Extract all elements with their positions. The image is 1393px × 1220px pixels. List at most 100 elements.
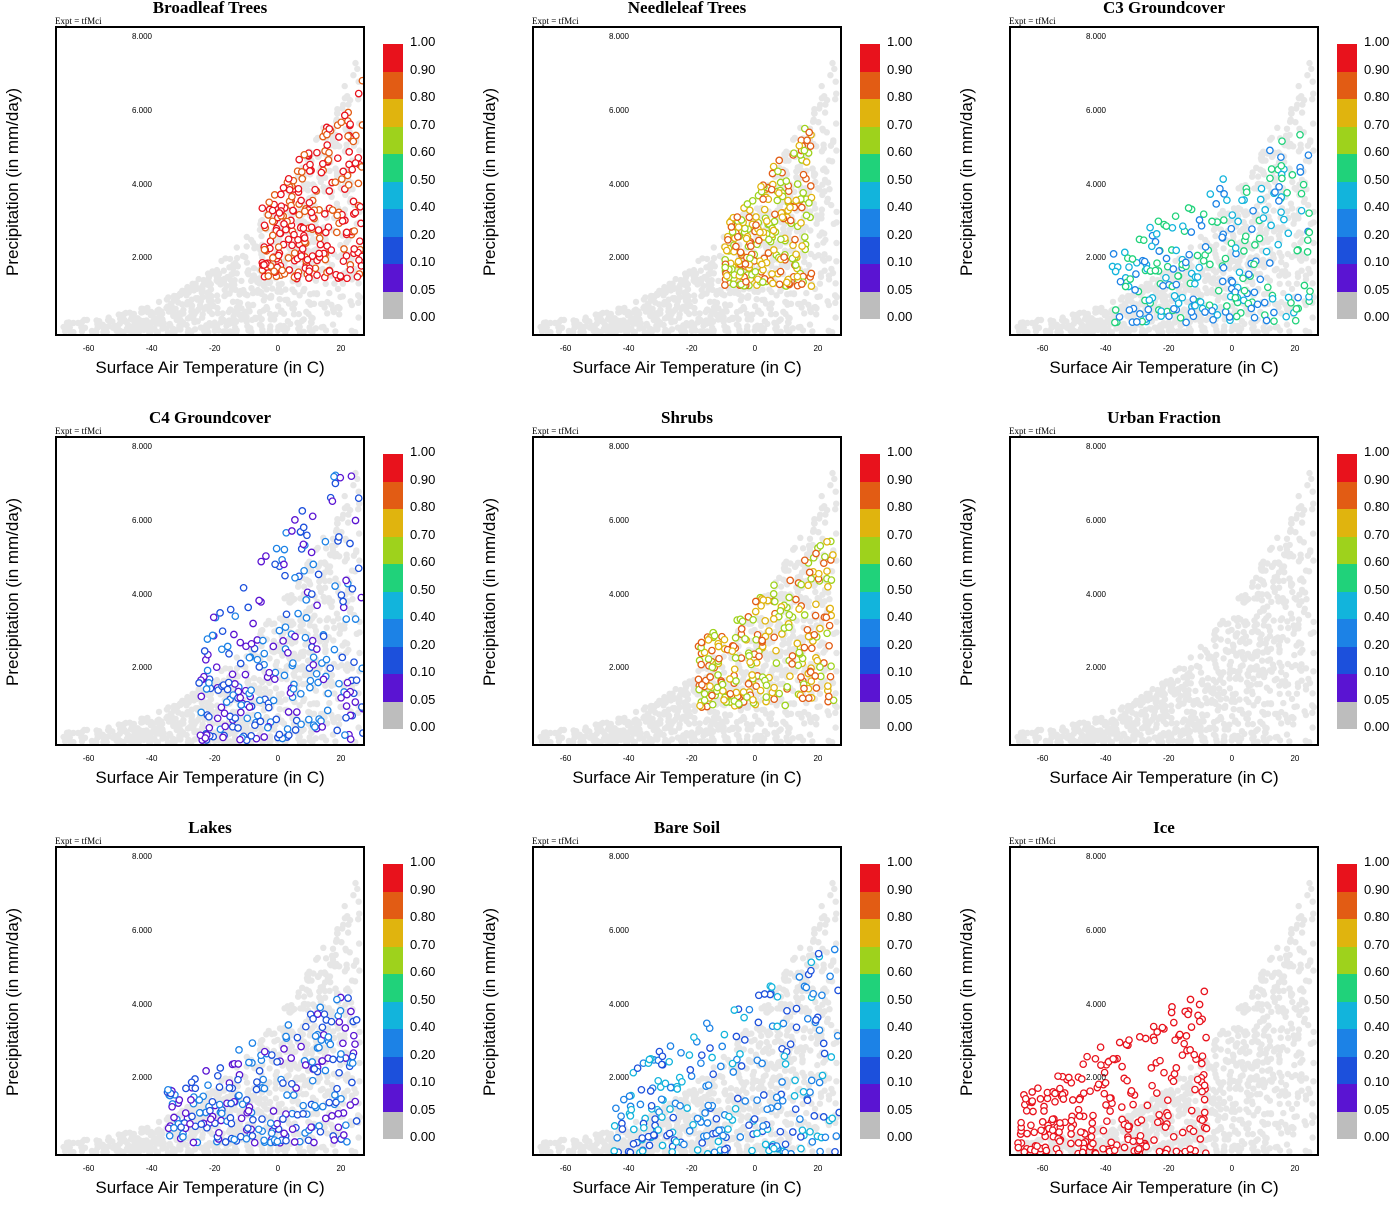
colorbar-swatch [383, 509, 403, 537]
background-point [685, 286, 691, 292]
colorbar-swatch [1337, 182, 1357, 210]
highlight-point [340, 168, 346, 174]
highlight-point [298, 691, 304, 697]
background-point [1063, 318, 1069, 324]
background-point [1089, 322, 1095, 328]
highlight-point [270, 232, 276, 238]
highlight-point [312, 187, 318, 193]
background-point [238, 316, 244, 322]
background-point [1283, 262, 1289, 268]
background-point [697, 317, 703, 323]
background-point [595, 312, 601, 318]
highlight-point [347, 540, 353, 546]
highlight-point [306, 200, 312, 206]
highlight-point [339, 218, 345, 224]
highlight-point [1194, 274, 1200, 280]
background-point [307, 327, 313, 333]
background-point [1182, 287, 1188, 293]
background-point [1080, 328, 1086, 334]
background-point [657, 307, 663, 313]
background-point [268, 316, 274, 322]
background-point [692, 310, 698, 316]
background-point [811, 520, 817, 526]
highlight-point [334, 727, 340, 733]
background-point [332, 738, 338, 744]
highlight-point [1122, 283, 1128, 289]
background-point [618, 324, 624, 330]
highlight-point [1207, 261, 1213, 267]
background-point [1282, 273, 1288, 279]
x-tick-label: 20 [326, 754, 356, 763]
highlight-point [308, 209, 314, 215]
background-point [723, 304, 729, 310]
background-point [99, 732, 105, 738]
background-point [1085, 311, 1091, 317]
highlight-point [1224, 303, 1230, 309]
highlight-point [323, 229, 329, 235]
highlight-point [352, 160, 358, 166]
highlight-point [737, 269, 743, 275]
background-point [322, 649, 328, 655]
background-point [317, 617, 323, 623]
background-point [715, 316, 721, 322]
colorbar-label: 0.70 [1364, 117, 1389, 132]
highlight-point [1163, 255, 1169, 261]
highlight-point [800, 172, 806, 178]
plot-area [55, 436, 365, 746]
background-point [1277, 281, 1283, 287]
highlight-point [1279, 138, 1285, 144]
colorbar-label: 0.80 [410, 89, 435, 104]
background-point [334, 110, 340, 116]
highlight-point [299, 169, 305, 175]
background-point [327, 569, 333, 575]
highlight-point [315, 571, 321, 577]
background-point [654, 292, 660, 298]
background-point [744, 323, 750, 329]
background-point [833, 91, 839, 97]
highlight-point [1246, 271, 1252, 277]
background-point [831, 476, 837, 482]
background-point [177, 702, 183, 708]
colorbar-swatch [383, 564, 403, 592]
background-point [81, 317, 87, 323]
highlight-point [281, 561, 287, 567]
background-point [215, 310, 221, 316]
colorbar-label: 0.60 [887, 144, 912, 159]
highlight-point [1263, 317, 1269, 323]
background-point [761, 297, 767, 303]
colorbar-swatch [860, 44, 880, 72]
colorbar-swatch [383, 127, 403, 155]
background-point [322, 561, 328, 567]
background-point [276, 281, 282, 287]
x-tick-label: -20 [1154, 344, 1184, 353]
highlight-point [360, 730, 363, 736]
colorbar-swatch [860, 292, 880, 320]
highlight-point [1171, 293, 1177, 299]
highlight-point [1213, 201, 1219, 207]
background-point [1274, 125, 1280, 131]
highlight-point [784, 279, 790, 285]
highlight-point [224, 699, 230, 705]
colorbar-label: 0.10 [410, 664, 435, 679]
highlight-point [1294, 247, 1300, 253]
highlight-point [256, 664, 262, 670]
highlight-point [748, 243, 754, 249]
highlight-point [326, 150, 332, 156]
background-point [334, 304, 340, 310]
background-point [327, 599, 333, 605]
background-point [698, 293, 704, 299]
colorbar-label: 0.00 [887, 309, 912, 324]
background-point [336, 311, 342, 317]
background-point [1309, 96, 1315, 102]
background-point [230, 265, 236, 271]
highlight-point [348, 736, 354, 742]
highlight-point [344, 275, 350, 281]
highlight-point [289, 528, 295, 534]
highlight-point [299, 176, 305, 182]
background-point [692, 298, 698, 304]
highlight-point [1241, 288, 1247, 294]
background-point [356, 147, 362, 153]
highlight-point [300, 225, 306, 231]
